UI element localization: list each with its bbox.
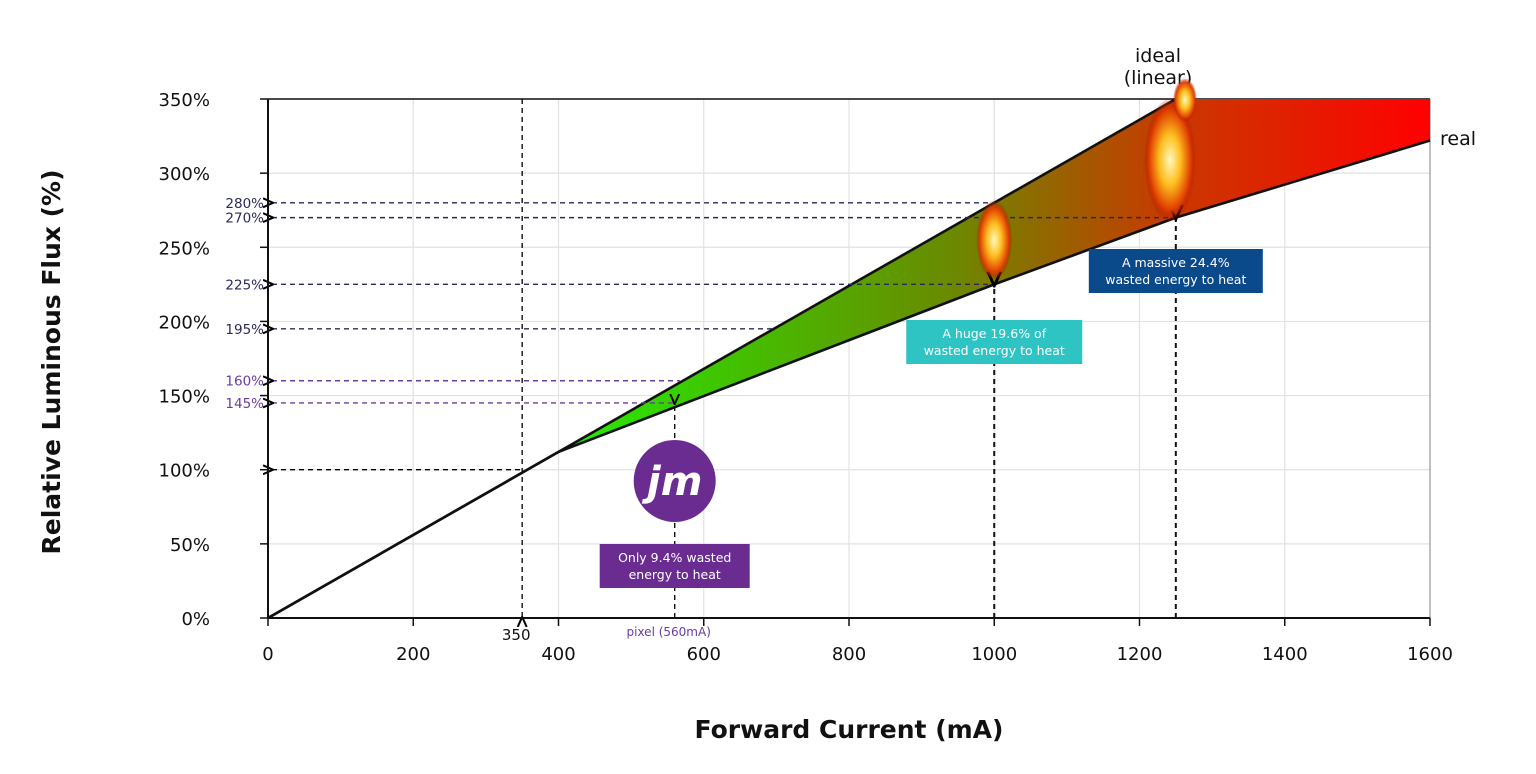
y-tick-label: 50% (170, 535, 210, 556)
real-series-label: real (1440, 128, 1476, 150)
y-tick-label: 200% (159, 312, 210, 333)
reference-label: 280% (225, 196, 264, 212)
y-tick-label: 350% (159, 90, 210, 111)
reference-label: 145% (225, 396, 264, 412)
x-tick-label: 1200 (1117, 644, 1163, 665)
teal-callout-text: A huge 19.6% of (942, 326, 1046, 341)
blue-callout-text: A massive 24.4% (1122, 255, 1230, 270)
y-tick-label: 250% (159, 238, 210, 259)
reference-label: 195% (225, 322, 264, 338)
x-tick-label: 1000 (971, 644, 1017, 665)
x-tick-label: 400 (541, 644, 575, 665)
x-tick-label: 600 (687, 644, 721, 665)
ideal-series-label: ideal (1135, 45, 1181, 67)
x-tick-label: 800 (832, 644, 866, 665)
axes: 0 200 400 600 800 1000 1200 1400 1600 0% 50% 100% 15… (159, 90, 1453, 665)
x-marker-label-350: 350 (502, 626, 531, 644)
reference-label: 270% (225, 211, 264, 227)
purple-callout-box (599, 544, 750, 588)
flame-icon (976, 200, 1013, 280)
y-tick-label: 0% (181, 609, 210, 630)
x-tick-label: 1400 (1262, 644, 1308, 665)
jm-logo-icon (633, 440, 716, 522)
x-axis-title: Forward Current (mA) (695, 715, 1004, 744)
blue-callout-text: wasted energy to heat (1105, 272, 1246, 287)
y-axis-title: Relative Luminous Flux (%) (37, 170, 66, 555)
x-tick-label: 200 (396, 644, 430, 665)
purple-callout-text: energy to heat (629, 567, 721, 582)
blue-callout-box (1088, 249, 1263, 293)
purple-callout-text: Only 9.4% wasted (618, 550, 731, 565)
x-marker-label-pixel: pixel (560mA) (627, 625, 711, 639)
y-tick-label: 100% (159, 461, 210, 482)
flame-icon (1173, 78, 1197, 122)
x-tick-label: 1600 (1407, 644, 1453, 665)
teal-callout-text: wasted energy to heat (924, 343, 1065, 358)
y-tick-label: 300% (159, 164, 210, 185)
x-tick-label: 0 (262, 644, 273, 665)
y-tick-label: 150% (159, 387, 210, 408)
ideal-series-label: (linear) (1124, 67, 1193, 89)
flame-icon (1144, 98, 1196, 222)
teal-callout-box (906, 320, 1083, 364)
reference-label: 225% (225, 277, 264, 293)
reference-label: 160% (225, 374, 264, 390)
jm-logo-lettering: jm (641, 459, 702, 505)
annotations: jm Only 9.4% wasted energy to heat A huge 1… (599, 78, 1263, 588)
